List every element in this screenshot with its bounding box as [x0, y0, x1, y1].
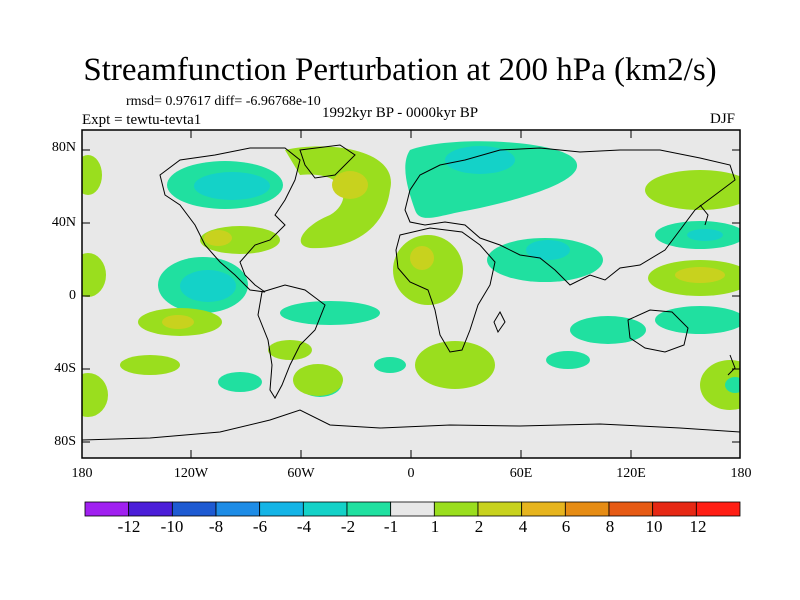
- lon-label-0: 0: [407, 466, 415, 481]
- contour-south-pacific-neg-core: [725, 377, 740, 393]
- colorbar-label: 12: [689, 517, 707, 536]
- contour-japan-pos: [645, 170, 740, 210]
- contour-south-pacific-pos-core: [162, 315, 194, 329]
- colorbar: [84, 501, 741, 517]
- contour-sp-neg: [218, 372, 262, 392]
- colorbar-label: -12: [117, 517, 141, 536]
- colorbar-label: -8: [208, 517, 224, 536]
- colorbar-label: 2: [474, 517, 484, 536]
- contour-sw-pacific-neg: [655, 306, 740, 334]
- colorbar-box: [390, 501, 435, 517]
- colorbar-box: [521, 501, 566, 517]
- lon-label-120w: 120W: [173, 466, 209, 481]
- colorbar-label: -10: [160, 517, 184, 536]
- map-title: Streamfunction Perturbation at 200 hPa (…: [83, 52, 717, 88]
- colorbar-box: [695, 501, 741, 517]
- coast-africa: [395, 227, 496, 353]
- contour-south-africa-pos: [415, 341, 495, 389]
- contour-indian-ocean-neg: [570, 316, 646, 344]
- contour-india-neg: [487, 238, 603, 282]
- lon-label-60w: 60W: [287, 466, 315, 481]
- lat-label-80s: 80S: [54, 434, 76, 449]
- colorbar-box: [346, 501, 392, 517]
- contour-se-pacific-pos: [120, 355, 180, 375]
- lon-label-180e: 180: [730, 466, 752, 481]
- contour-dateline-pos-2: [82, 253, 106, 297]
- colorbar-box: [564, 501, 610, 517]
- contour-tropical-pacific-pos-core: [675, 267, 725, 283]
- colorbar-label: 1: [430, 517, 440, 536]
- contour-atlantic-pos-core: [332, 171, 368, 199]
- coast-australia: [627, 309, 689, 353]
- colorbar-box: [477, 501, 523, 517]
- lon-ticks: [190, 130, 632, 458]
- contour-africa-pos-core: [410, 246, 434, 270]
- contour-drake-pos: [293, 364, 343, 396]
- colorbar-label: 10: [645, 517, 663, 536]
- experiment-label: Expt = tewtu-tevta1: [82, 112, 202, 128]
- colorbar-box: [215, 501, 261, 517]
- colorbar-box: [259, 501, 304, 517]
- lat-ticks: [82, 149, 740, 443]
- season-label: DJF: [710, 111, 736, 127]
- contour-africa-pos: [393, 235, 463, 305]
- colorbar-label: -6: [252, 517, 268, 536]
- contour-fields: [82, 141, 740, 417]
- colorbar-label: 4: [518, 517, 528, 536]
- period-label: 1992kyr BP - 0000kyr BP: [322, 105, 479, 121]
- rmsd-stats: rmsd= 0.97617 diff= -6.96768e-10: [126, 94, 321, 109]
- lon-label-120e: 120E: [616, 466, 646, 481]
- contour-argentina-pos: [268, 340, 312, 360]
- colorbar-box: [128, 501, 173, 517]
- lat-label-40n: 40N: [51, 215, 76, 230]
- colorbar-label: 8: [605, 517, 615, 536]
- colorbar-label: -1: [383, 517, 399, 536]
- coast-new-zealand: [727, 354, 736, 376]
- colorbar-label: -4: [296, 517, 312, 536]
- coast-madagascar: [493, 310, 506, 334]
- contour-pacific-neg-core: [180, 270, 236, 302]
- contour-atlantic-pos: [285, 146, 391, 249]
- colorbar-label: -2: [340, 517, 356, 536]
- colorbar-label: 6: [561, 517, 571, 536]
- contour-w-pacific-neg-core: [687, 229, 723, 241]
- colorbar-box: [171, 501, 217, 517]
- coast-eurasia: [404, 147, 736, 286]
- contour-dateline-pos-3: [82, 373, 108, 417]
- contour-dateline-pos: [82, 155, 102, 195]
- contour-india-neg-core: [526, 240, 570, 260]
- lon-label-180w: 180: [71, 466, 93, 481]
- colorbar-box: [652, 501, 697, 517]
- colorbar-box: [608, 501, 654, 517]
- colorbar-box: [84, 501, 130, 517]
- lat-label-80n: 80N: [51, 140, 76, 155]
- coast-japan: [699, 204, 709, 226]
- contour-us-pos-core: [204, 230, 232, 246]
- coast-south-america: [257, 284, 326, 399]
- coast-greenland: [299, 144, 356, 179]
- contour-sa-neg-2: [374, 357, 406, 373]
- coast-north-america: [159, 147, 301, 293]
- lat-label-40s: 40S: [54, 361, 76, 376]
- coastlines: [82, 144, 740, 441]
- contour-south-atlantic-neg: [280, 301, 380, 325]
- coast-antarctica: [82, 409, 740, 441]
- contour-north-america-neg-core: [194, 172, 270, 200]
- lat-label-eq: 0: [69, 288, 76, 303]
- lon-label-60e: 60E: [509, 466, 533, 481]
- colorbar-box: [302, 501, 348, 517]
- contour-eurasia-neg-core: [445, 146, 515, 174]
- colorbar-box: [433, 501, 479, 517]
- contour-io-neg-2: [546, 351, 590, 369]
